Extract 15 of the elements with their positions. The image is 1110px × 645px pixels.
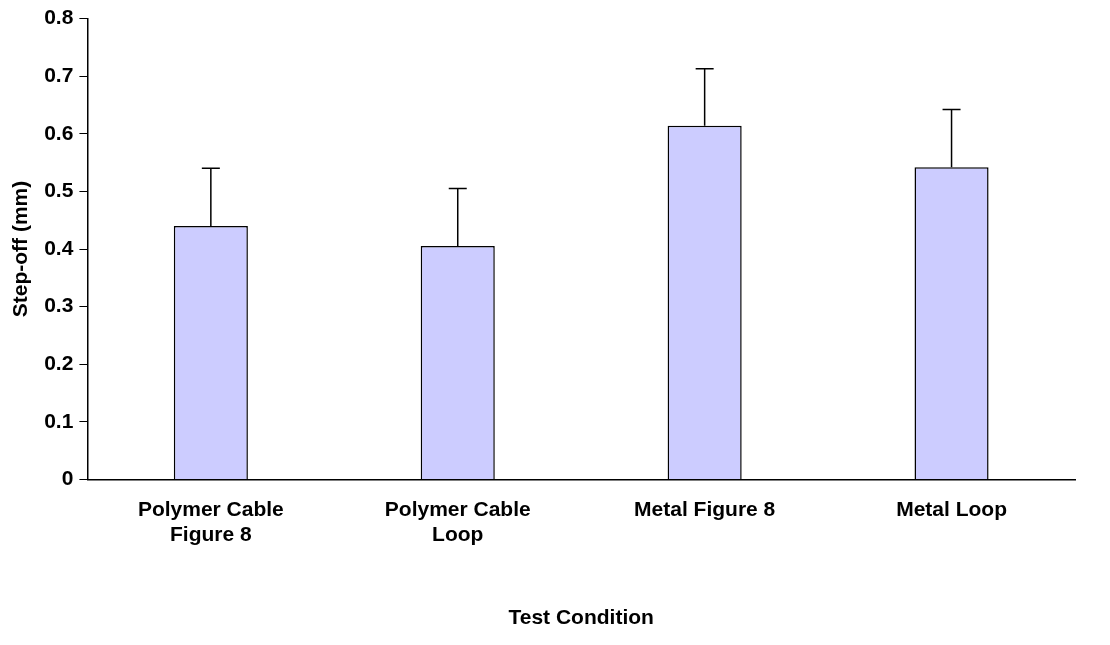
y-tick-label: 0.7 [44, 63, 74, 86]
x-axis-title: Test Condition [508, 605, 654, 629]
y-tick-label: 0.8 [44, 5, 74, 29]
x-tick-label: Polymer Cable Loop [384, 496, 531, 545]
y-tick-label: 0.3 [44, 293, 74, 317]
y-tick-label: 0.5 [44, 178, 74, 202]
x-tick-label: Metal Loop [896, 496, 1007, 520]
y-tick-label: 0.4 [44, 235, 74, 259]
y-tick-label: 0 [61, 466, 74, 490]
y-tick-label: 0.6 [44, 120, 74, 144]
x-tick-label: Metal Figure 8 [634, 496, 776, 520]
y-tick-label: 0.1 [44, 408, 74, 432]
y-tick-label: 0.2 [44, 351, 74, 374]
x-tick-label: Polymer Cable Figure 8 [137, 496, 284, 545]
y-axis-title: Step-off (mm) [8, 180, 32, 318]
